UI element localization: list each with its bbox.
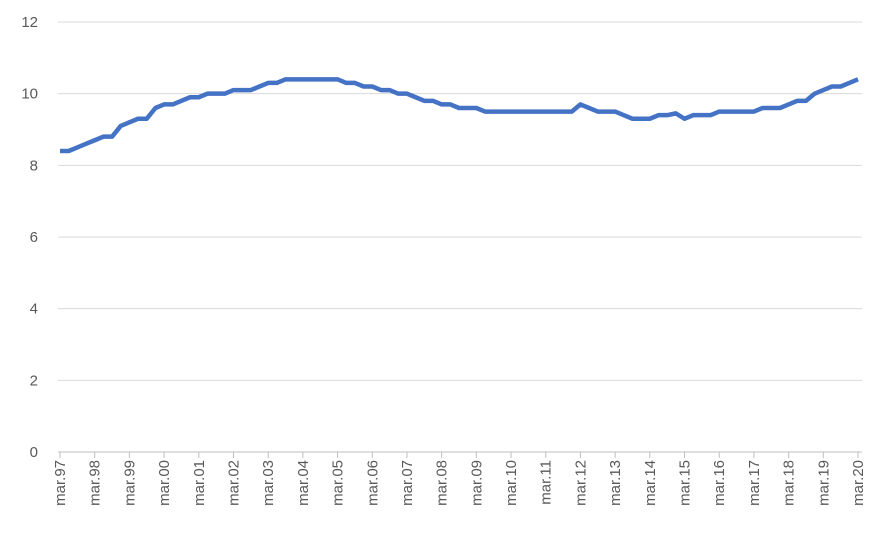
x-tick-label: mar.97 <box>52 460 69 506</box>
x-tick-label: mar.99 <box>121 460 138 506</box>
y-tick-label: 2 <box>30 372 38 389</box>
x-tick-label: mar.01 <box>191 460 208 506</box>
x-tick-label: mar.02 <box>225 460 242 506</box>
y-tick-label: 10 <box>21 86 38 103</box>
y-tick-label: 6 <box>30 229 38 246</box>
x-tick-label: mar.20 <box>850 460 867 506</box>
y-tick-label: 12 <box>21 14 38 31</box>
y-tick-label: 0 <box>30 444 38 461</box>
x-tick-label: mar.04 <box>295 460 312 506</box>
x-tick-label: mar.12 <box>572 460 589 506</box>
y-tick-label: 4 <box>30 301 38 318</box>
x-tick-label: mar.17 <box>746 460 763 506</box>
x-tick-label: mar.16 <box>711 460 728 506</box>
x-tick-label: mar.13 <box>607 460 624 506</box>
y-tick-label: 8 <box>30 157 38 174</box>
x-tick-label: mar.15 <box>677 460 694 506</box>
x-tick-label: mar.10 <box>503 460 520 506</box>
x-tick-label: mar.09 <box>468 460 485 506</box>
x-tick-label: mar.18 <box>781 460 798 506</box>
x-tick-label: mar.05 <box>330 460 347 506</box>
x-tick-label: mar.00 <box>156 460 173 506</box>
line-series <box>60 77 859 154</box>
x-tick-label: mar.98 <box>87 460 104 506</box>
x-tick-label: mar.03 <box>260 460 277 506</box>
x-tick-label: mar.19 <box>815 460 832 506</box>
x-tick-label: mar.07 <box>399 460 416 506</box>
x-tick-label: mar.14 <box>642 460 659 506</box>
x-tick-label: mar.08 <box>434 460 451 506</box>
x-tick-label: mar.06 <box>364 460 381 506</box>
x-tick-label: mar.11 <box>538 460 555 505</box>
